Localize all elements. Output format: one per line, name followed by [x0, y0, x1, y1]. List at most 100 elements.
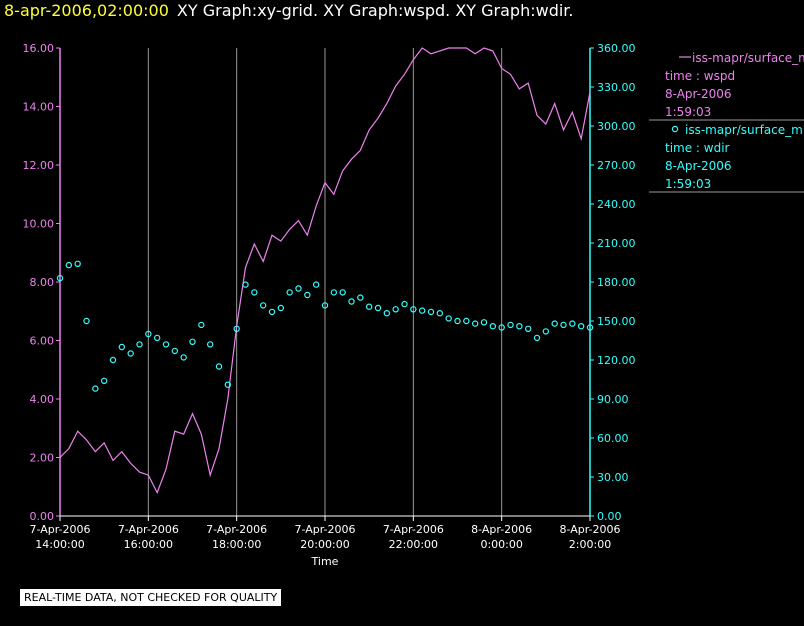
wdir-point [348, 298, 355, 305]
wdir-point [339, 289, 346, 296]
wdir-point [312, 281, 320, 288]
legend-series-time: 1:59:03 [665, 177, 711, 191]
legend-series-name: iss-mapr/surface_m [685, 123, 803, 137]
legend-series-name: iss-mapr/surface_m [692, 51, 804, 65]
wdir-point [83, 317, 90, 325]
wdir-point [162, 341, 170, 348]
wdir-point [100, 377, 108, 384]
wdir-point [480, 319, 488, 326]
right-tick-label: 120.00 [597, 354, 636, 367]
wdir-point [365, 303, 373, 310]
wdir-point [471, 320, 479, 327]
wdir-point [551, 320, 558, 327]
wdir-point [569, 320, 576, 327]
wdir-point [427, 308, 435, 316]
right-tick-label: 330.00 [597, 81, 636, 94]
legend-series-date: 8-Apr-2006 [665, 87, 732, 101]
wdir-point [268, 308, 276, 316]
wdir-point [586, 324, 594, 331]
wdir-point [233, 325, 240, 332]
left-tick-label: 6.00 [30, 335, 55, 348]
wdir-point [180, 354, 187, 361]
wdir-point [171, 347, 179, 355]
wdir-point [277, 304, 285, 312]
wdir-point [357, 294, 364, 301]
wdir-point [542, 328, 550, 335]
right-tick-label: 180.00 [597, 276, 636, 289]
wdir-point [524, 325, 532, 332]
legend-wdir-swatch [671, 125, 679, 133]
wdir-point [74, 260, 81, 267]
left-tick-label: 14.00 [23, 101, 55, 114]
wdir-point [304, 291, 311, 299]
right-tick-label: 270.00 [597, 159, 636, 172]
wdir-point [321, 302, 329, 309]
wdir-point [533, 334, 541, 342]
wdir-point [259, 302, 267, 309]
wdir-point [215, 363, 223, 370]
wdir-point [65, 261, 73, 269]
right-tick-label: 300.00 [597, 120, 636, 133]
wdir-point [507, 321, 514, 329]
legend-series-var: time : wdir [665, 141, 730, 155]
legend-series-var: time : wspd [665, 69, 735, 83]
wdir-point [136, 341, 143, 348]
x-tick-label-date: 7-Apr-2006 [294, 523, 355, 536]
wdir-point [330, 289, 338, 296]
wdir-point [145, 330, 152, 338]
x-tick-label-date: 7-Apr-2006 [29, 523, 90, 536]
wdir-point [251, 289, 258, 296]
quality-notice: REAL-TIME DATA, NOT CHECKED FOR QUALITY [20, 589, 282, 606]
wdir-point [109, 356, 117, 364]
right-tick-label: 210.00 [597, 237, 636, 250]
wdir-point [92, 385, 99, 392]
wdir-point [392, 306, 399, 313]
wdir-point [401, 300, 408, 308]
right-tick-label: 360.00 [597, 42, 636, 55]
wdir-point [383, 310, 391, 317]
wdir-point [560, 321, 567, 329]
wdir-point [206, 341, 214, 348]
x-tick-label-date: 8-Apr-2006 [559, 523, 620, 536]
x-tick-label-time: 14:00:00 [35, 538, 84, 551]
wdir-point [224, 381, 232, 388]
x-tick-label-date: 7-Apr-2006 [118, 523, 179, 536]
wdir-point [118, 343, 126, 351]
wdir-point [153, 334, 161, 342]
wdir-point [242, 281, 249, 288]
wspd-series-line [59, 47, 591, 495]
wdir-point [56, 274, 64, 282]
right-tick-label: 150.00 [597, 315, 636, 328]
wdir-point [295, 285, 302, 292]
wdir-point [463, 317, 470, 325]
right-tick-label: 240.00 [597, 198, 636, 211]
header: 8-apr-2006,02:00:00 XY Graph:xy-grid. XY … [4, 1, 574, 20]
wdir-point [498, 324, 505, 331]
x-tick-label-date: 8-Apr-2006 [471, 523, 532, 536]
wdir-point [418, 307, 426, 314]
right-tick-label: 30.00 [597, 471, 629, 484]
left-tick-label: 16.00 [23, 42, 55, 55]
legend-series-date: 8-Apr-2006 [665, 159, 732, 173]
wdir-point [436, 310, 444, 317]
left-tick-label: 4.00 [30, 393, 55, 406]
right-tick-label: 0.00 [597, 510, 622, 523]
left-tick-label: 10.00 [23, 218, 55, 231]
wdir-point [410, 306, 417, 313]
right-tick-label: 90.00 [597, 393, 629, 406]
wdir-point [454, 317, 461, 325]
x-tick-label-time: 18:00:00 [212, 538, 261, 551]
wdir-point [189, 338, 196, 345]
wdir-point [445, 315, 452, 322]
x-tick-label-time: 22:00:00 [389, 538, 438, 551]
x-tick-label-time: 2:00:00 [569, 538, 611, 551]
wdir-point [286, 289, 293, 296]
wdir-point [489, 323, 497, 330]
left-tick-label: 2.00 [30, 452, 55, 465]
x-tick-label-time: 20:00:00 [300, 538, 349, 551]
right-tick-label: 60.00 [597, 432, 629, 445]
x-tick-label-date: 7-Apr-2006 [383, 523, 444, 536]
wdir-point [198, 321, 205, 329]
wdir-point [577, 323, 585, 330]
